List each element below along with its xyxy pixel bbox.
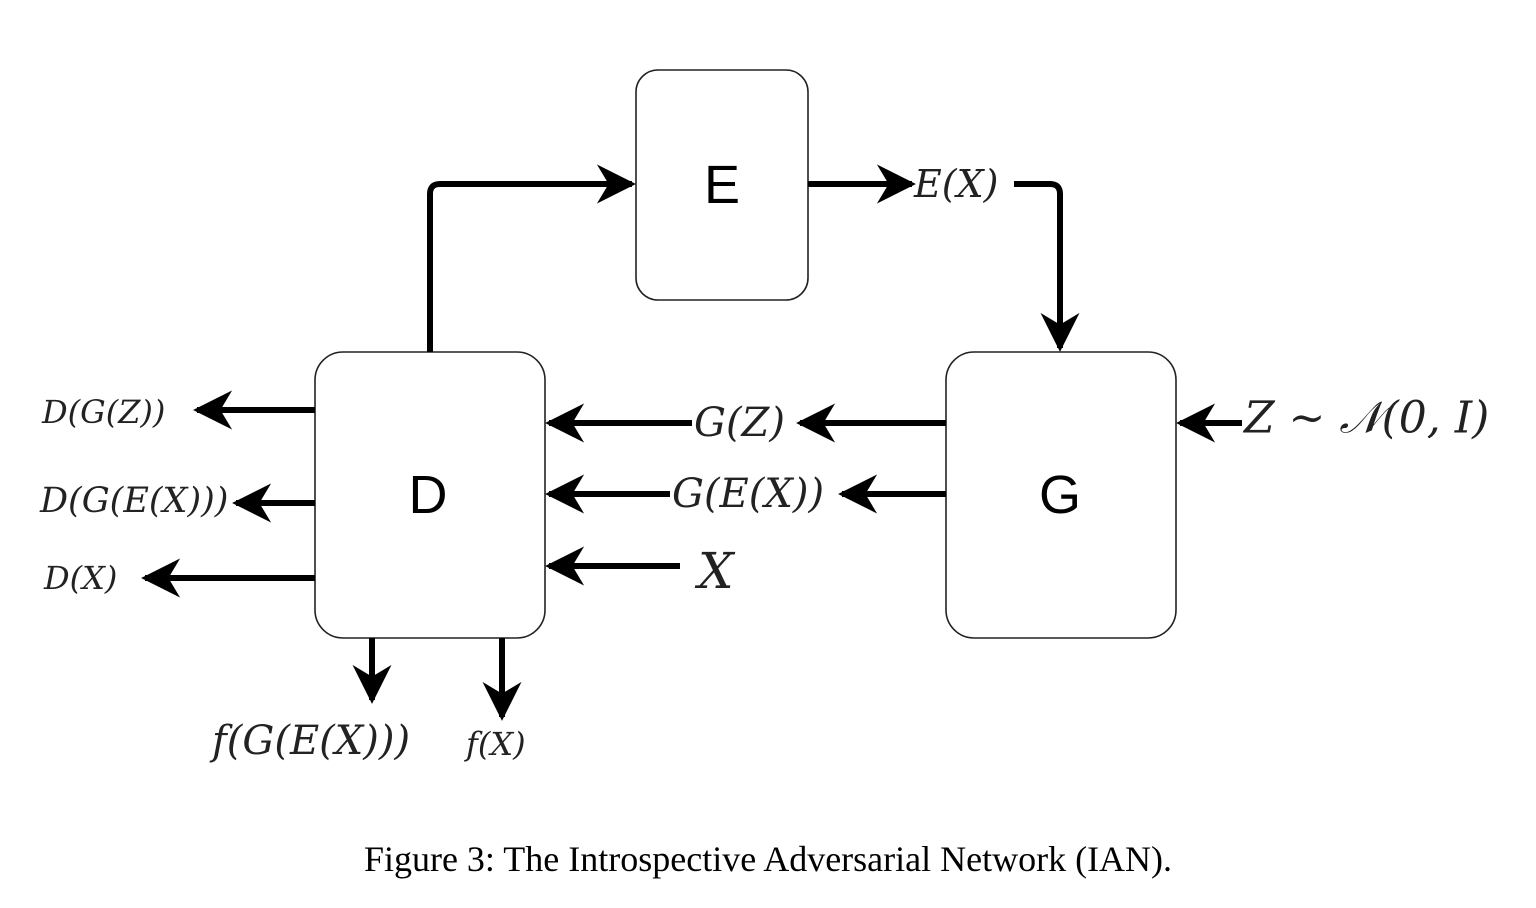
label-d-g-z: D(G(Z)) — [41, 393, 165, 431]
encoder-node: E — [635, 69, 809, 301]
label-x: X — [694, 542, 736, 600]
encoder-label: E — [704, 155, 740, 215]
label-z-prior: Z ∼ 𝒩(0, I) — [1242, 393, 1489, 444]
edge-d-to-e — [427, 164, 636, 352]
discriminator-label: D — [409, 465, 448, 525]
generator-label: G — [1039, 465, 1081, 525]
generator-node: G — [945, 351, 1177, 639]
label-d-x: D(X) — [43, 559, 117, 597]
label-f-g-e-x: f(G(E(X))) — [209, 718, 410, 764]
label-d-g-e-x: D(G(E(X))) — [39, 481, 228, 521]
label-g-e-x: G(E(X)) — [672, 471, 824, 517]
label-f-x: f(X) — [464, 725, 526, 763]
ian-diagram: E D G E(X) G(Z) G(E(X)) X Z ∼ 𝒩(0, I) D(… — [39, 69, 1489, 764]
label-g-z: G(Z) — [694, 400, 785, 446]
figure-caption: Figure 3: The Introspective Adversarial … — [363, 839, 1173, 879]
label-e-x: E(X) — [913, 162, 998, 206]
edge-ex-to-g — [1014, 181, 1080, 352]
discriminator-node: D — [314, 351, 546, 639]
